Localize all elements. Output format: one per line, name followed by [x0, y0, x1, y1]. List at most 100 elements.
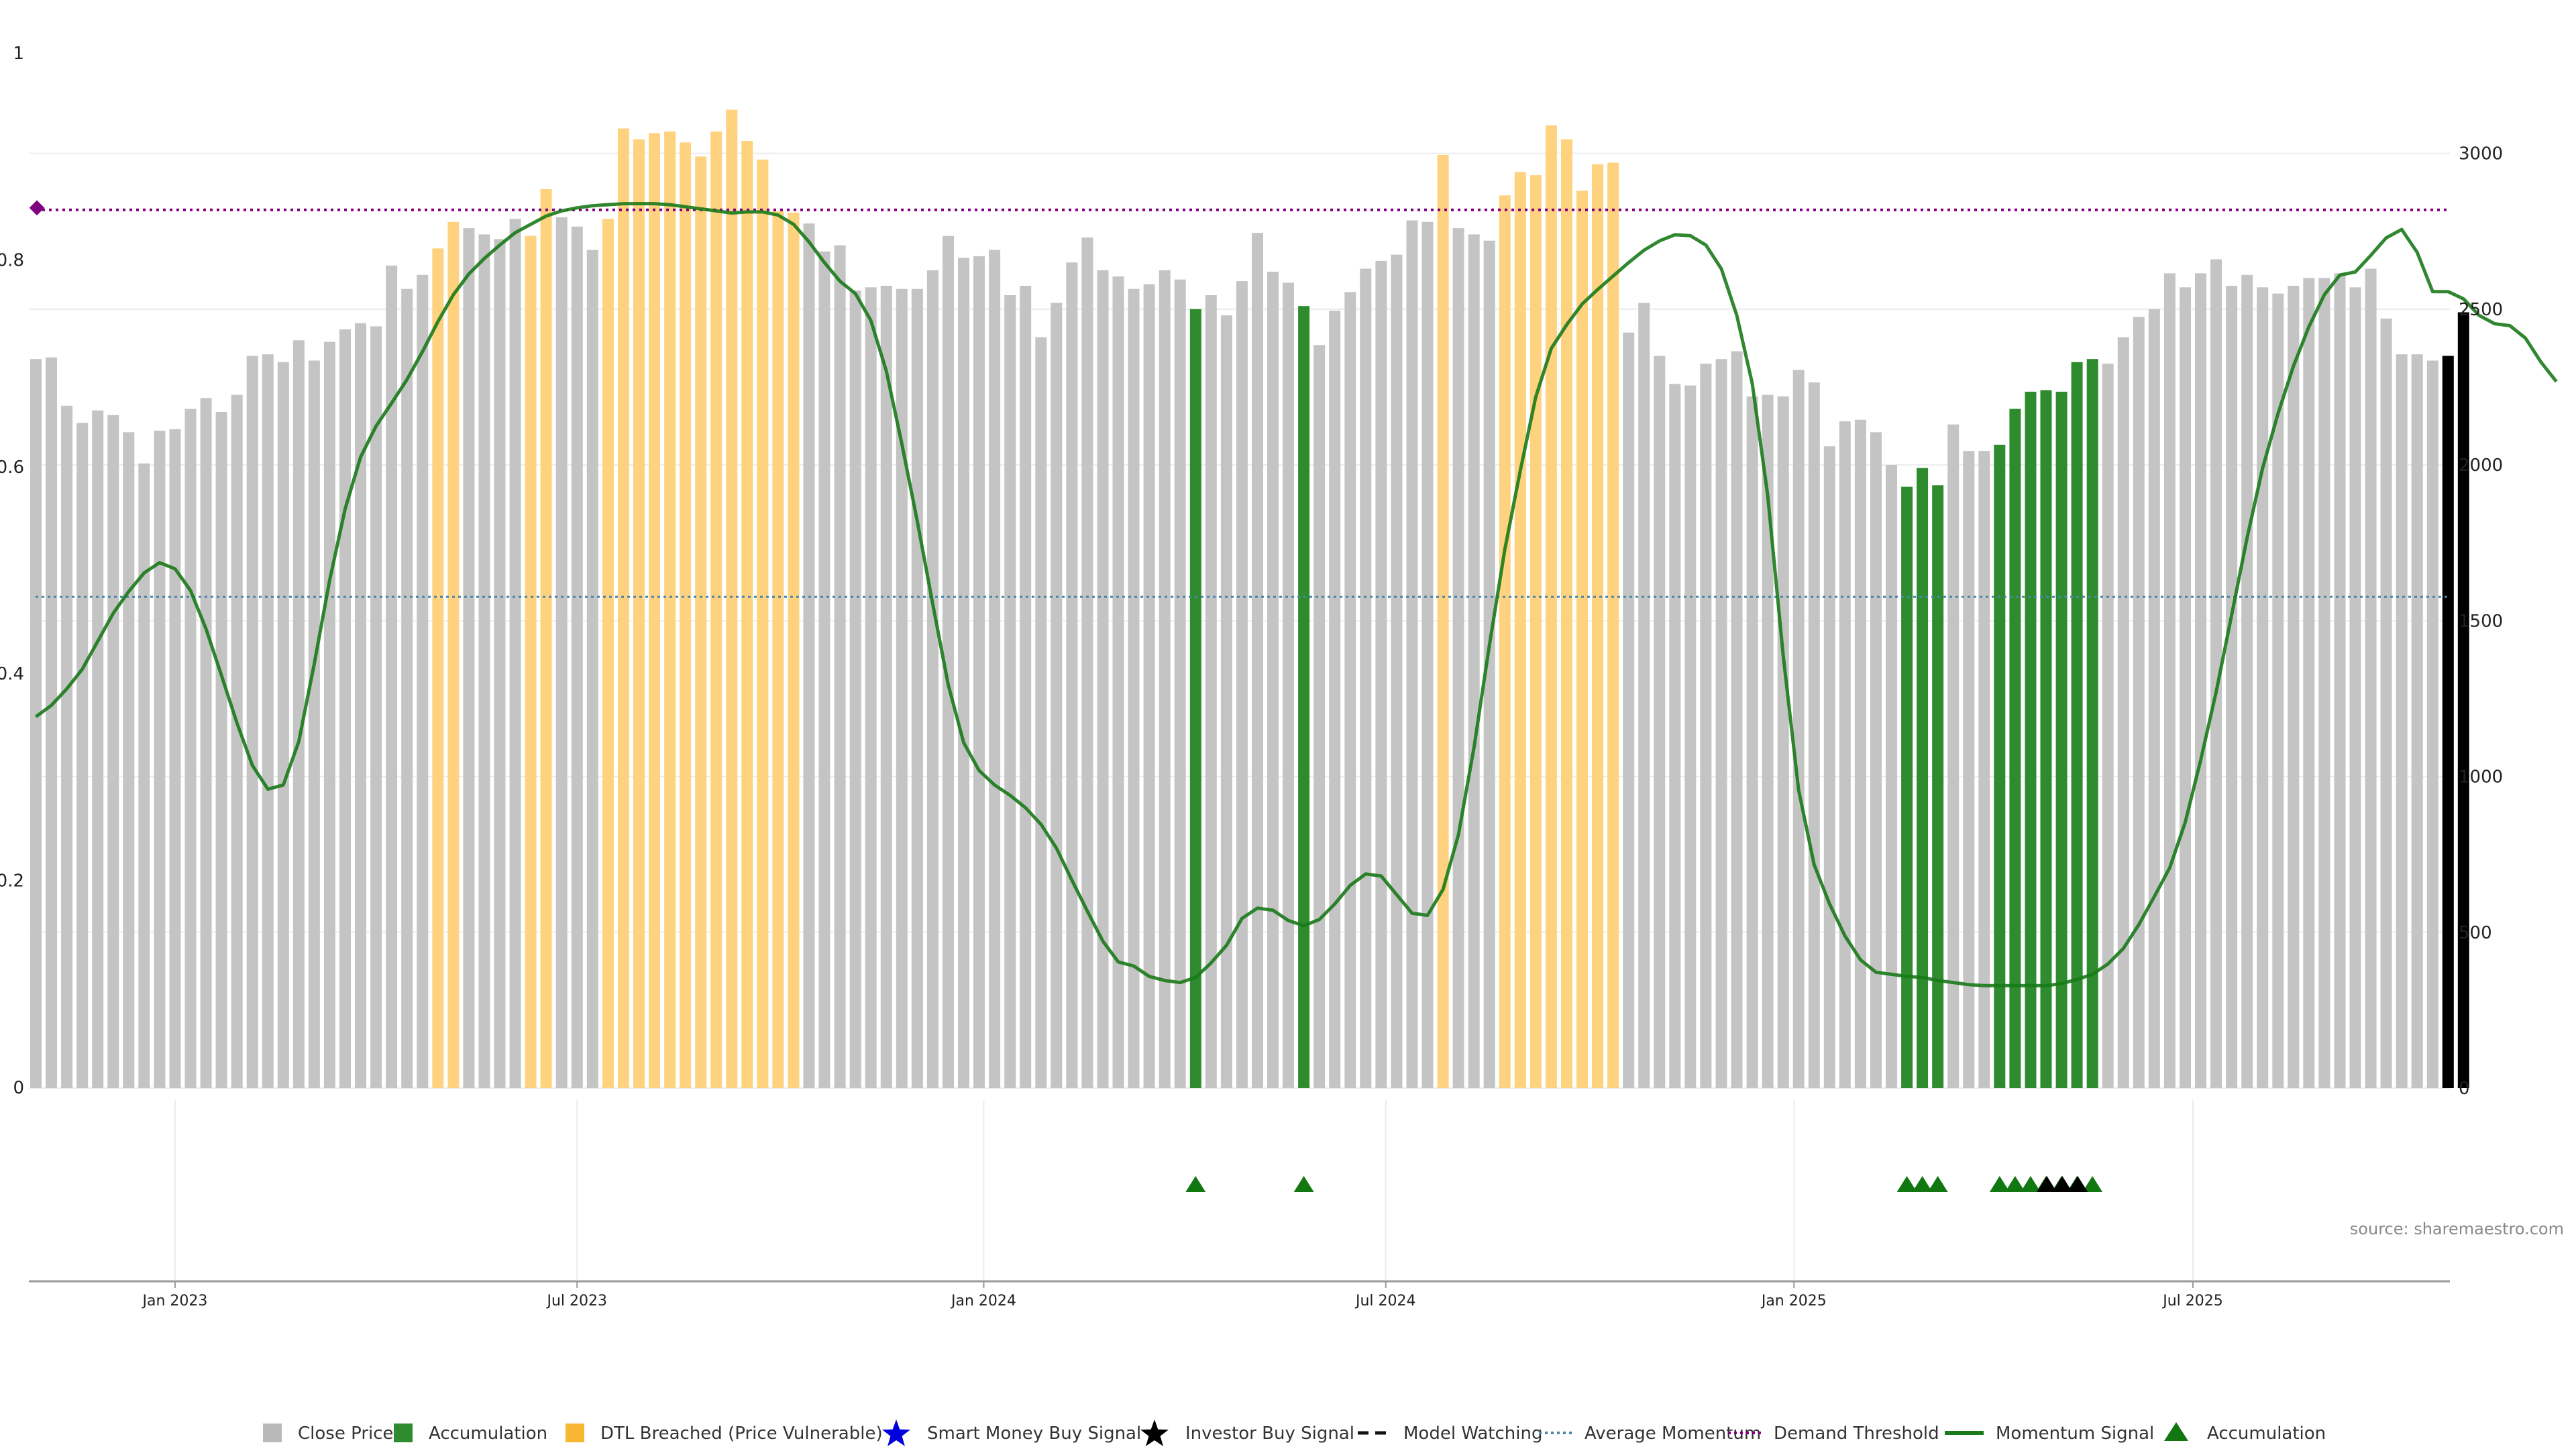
- left-tick-label: 0.6: [0, 458, 24, 478]
- bar-close: [262, 354, 274, 1089]
- legend-label: Smart Money Buy Signal: [927, 1424, 1141, 1444]
- bar-dtl: [1514, 172, 1526, 1088]
- legend-label: Close Price: [298, 1424, 394, 1444]
- bar-close: [1669, 384, 1681, 1088]
- bar-acc: [1298, 306, 1310, 1089]
- bar-dtl: [1499, 195, 1511, 1088]
- bar-acc: [1994, 444, 2006, 1088]
- bar-close: [231, 394, 243, 1088]
- right-tick-label: 2000: [2459, 455, 2503, 476]
- legend-label: Momentum Signal: [1996, 1424, 2154, 1444]
- bar-acc: [2055, 391, 2068, 1088]
- bar-close: [943, 235, 954, 1089]
- bar-close: [1808, 382, 1820, 1088]
- x-tick-label: Jan 2023: [141, 1293, 207, 1309]
- bar-close: [1623, 332, 1635, 1089]
- right-tick-label: 2500: [2459, 300, 2503, 320]
- bar-close: [2257, 287, 2269, 1088]
- bar-close: [107, 415, 119, 1088]
- bar-close: [1143, 284, 1155, 1089]
- bar-close: [911, 288, 923, 1089]
- bar-close: [2272, 293, 2284, 1089]
- x-tick-label: Jul 2024: [1354, 1293, 1416, 1309]
- bar-acc: [2071, 362, 2083, 1088]
- bar-close: [1128, 288, 1140, 1089]
- legend-label: Average Momentum: [1585, 1424, 1761, 1444]
- bar-dtl: [710, 131, 722, 1089]
- legend-label: Accumulation: [429, 1424, 547, 1444]
- bar-close: [292, 340, 305, 1088]
- bar-dtl: [788, 212, 800, 1088]
- right-tick-label: 500: [2459, 923, 2492, 943]
- bar-close: [123, 432, 135, 1088]
- bar-close: [1344, 292, 1356, 1088]
- bar-close: [2210, 259, 2222, 1088]
- bar-close: [2117, 337, 2129, 1089]
- bar-close: [1329, 311, 1341, 1089]
- bar-dtl: [1545, 125, 1557, 1088]
- right-tick-label: 1000: [2459, 767, 2503, 788]
- bar-close: [2180, 287, 2191, 1088]
- bar-close: [834, 245, 846, 1089]
- bar-close: [2148, 309, 2160, 1088]
- bar-close: [1963, 451, 1975, 1088]
- bar-close: [1205, 295, 1217, 1088]
- accumulation-marker: [1185, 1176, 1206, 1192]
- bar-close: [555, 217, 568, 1088]
- bar-close: [417, 274, 429, 1088]
- bar-acc: [2009, 409, 2021, 1088]
- bar-dtl: [695, 156, 707, 1088]
- bar-close: [1174, 279, 1186, 1089]
- bar-dtl: [757, 159, 769, 1088]
- bar-close: [880, 286, 892, 1088]
- bar-close: [2288, 286, 2300, 1088]
- x-tick-label: Jan 2024: [950, 1293, 1016, 1309]
- bar-undefined: [2442, 356, 2454, 1088]
- bar-dtl: [617, 128, 629, 1088]
- bar-dtl: [1607, 162, 1619, 1089]
- bar-dtl: [1561, 139, 1572, 1089]
- left-tick-label: 1: [13, 44, 24, 64]
- bar-close: [2102, 364, 2114, 1088]
- bar-close: [1947, 424, 1960, 1088]
- bar-close: [1886, 465, 1897, 1088]
- bar-close: [1035, 337, 1047, 1089]
- bar-dtl: [1437, 154, 1449, 1088]
- legend-swatch: [263, 1424, 282, 1442]
- bar-close: [92, 410, 104, 1088]
- bar-dtl: [447, 221, 460, 1088]
- legend-star-icon: [882, 1419, 910, 1446]
- bar-close: [818, 251, 830, 1088]
- bar-close: [1375, 260, 1387, 1088]
- bar-dtl: [432, 248, 444, 1088]
- bar-dtl: [1592, 164, 1604, 1088]
- left-tick-label: 0: [13, 1078, 24, 1098]
- left-tick-label: 0.8: [0, 250, 24, 270]
- bar-dtl: [680, 142, 692, 1088]
- bar-close: [2163, 273, 2176, 1088]
- bar-close: [1638, 303, 1650, 1089]
- bar-close: [1406, 220, 1418, 1088]
- bar-close: [1777, 396, 1789, 1088]
- x-tick-label: Jan 2025: [1760, 1293, 1827, 1309]
- x-tick-label: Jul 2025: [2161, 1293, 2223, 1309]
- bar-close: [1283, 282, 1294, 1088]
- bar-close: [2226, 286, 2238, 1088]
- bar-close: [386, 265, 398, 1088]
- legend-label: Investor Buy Signal: [1185, 1424, 1354, 1444]
- x-tick-label: Jul 2023: [545, 1293, 607, 1309]
- right-tick-label: 0: [2459, 1079, 2470, 1099]
- bar-acc: [1917, 468, 1929, 1088]
- bar-close: [2241, 274, 2253, 1088]
- bar-close: [1483, 240, 1495, 1089]
- bar-dtl: [1576, 191, 1588, 1088]
- bar-close: [2334, 273, 2346, 1088]
- bar-close: [154, 431, 166, 1088]
- bar-close: [2396, 354, 2408, 1089]
- bar-acc: [1901, 486, 1913, 1088]
- bar-close: [803, 223, 815, 1089]
- bar-dtl: [726, 109, 738, 1089]
- bar-close: [2303, 278, 2315, 1088]
- right-axis: 0 500 1000 1500 2000 2500 3000: [2459, 144, 2503, 1099]
- legend-swatch: [566, 1424, 584, 1442]
